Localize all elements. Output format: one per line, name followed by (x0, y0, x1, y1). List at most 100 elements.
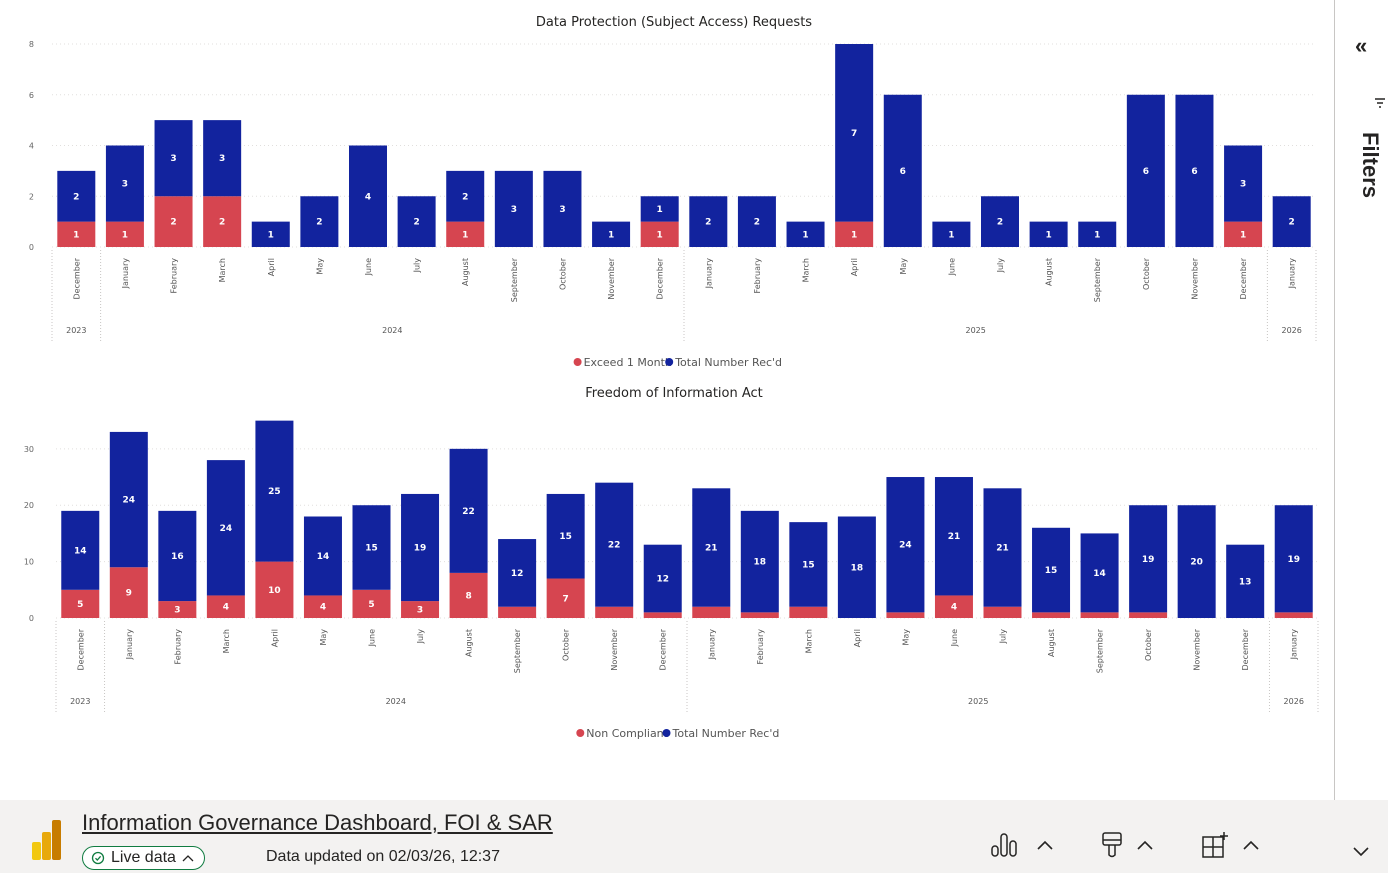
legend-label: Exceed 1 Month (584, 356, 672, 369)
collapse-filters-button[interactable]: « (1355, 33, 1368, 58)
x-tick-label: September (1093, 257, 1102, 302)
x-tick-label: May (315, 258, 324, 275)
data-label: 3 (559, 205, 565, 215)
data-label: 4 (365, 192, 371, 202)
bar-total-received (349, 145, 387, 247)
x-tick-label: May (901, 629, 910, 646)
data-label: 15 (365, 544, 378, 554)
bar-non-compliant (983, 606, 1022, 618)
x-tick-label: December (659, 628, 668, 670)
x-tick-label: July (996, 258, 1005, 274)
x-tick-label: March (802, 258, 811, 282)
x-tick-label: December (76, 628, 85, 670)
year-label: 2024 (382, 326, 402, 335)
filters-label[interactable]: Filters (1358, 132, 1383, 199)
visual-toolbar-button[interactable] (990, 830, 1054, 860)
data-label: 7 (851, 129, 857, 139)
bar-non-compliant (1080, 612, 1119, 618)
bar-total-received (498, 539, 537, 607)
year-label: 2026 (1284, 697, 1304, 706)
data-label: 1 (268, 230, 274, 240)
x-tick-label: December (1239, 257, 1248, 299)
x-tick-label: February (756, 629, 765, 665)
filters-pane: « Filters (1334, 0, 1388, 800)
x-tick-label: November (1193, 628, 1202, 670)
bar-total-received (255, 420, 294, 562)
x-tick-label: June (950, 629, 959, 648)
bar-total-received (251, 221, 290, 247)
bar-non-compliant (886, 612, 925, 618)
chart-title: Freedom of Information Act (585, 386, 763, 401)
x-tick-label: May (899, 258, 908, 275)
sar-chart[interactable]: Data Protection (Subject Access) Request… (0, 0, 1334, 375)
data-label: 1 (948, 230, 954, 240)
chevron-up-icon (182, 855, 194, 862)
legend-marker (576, 729, 585, 737)
bar-total-received (740, 510, 779, 613)
format-toolbar-button[interactable] (1100, 830, 1154, 860)
bar-exceed-1-month (105, 221, 144, 247)
data-label: 21 (948, 532, 961, 542)
data-label: 19 (1287, 555, 1300, 565)
bar-non-compliant (643, 612, 682, 618)
expand-footer-button[interactable] (1352, 836, 1370, 866)
chart-title: Data Protection (Subject Access) Request… (536, 15, 812, 30)
data-label: 1 (462, 230, 468, 240)
y-tick-label: 0 (29, 614, 34, 623)
powerbi-logo-icon (32, 820, 61, 860)
data-label: 1 (657, 205, 663, 215)
bar-exceed-1-month (446, 221, 485, 247)
foi-chart[interactable]: Freedom of Information Act 0 10 20 30 5 14 Dece… (0, 375, 1334, 750)
bar-total-received (592, 221, 631, 247)
x-tick-label: July (999, 629, 1008, 645)
year-label: 2025 (968, 697, 988, 706)
live-data-dropdown[interactable]: Live data (82, 846, 205, 870)
data-label: 1 (802, 230, 808, 240)
data-label: 13 (1239, 577, 1252, 587)
data-label: 3 (511, 205, 517, 215)
bar-total-received (1175, 94, 1214, 247)
data-label: 3 (122, 180, 128, 190)
chevron-up-icon (1137, 840, 1153, 850)
data-label: 1 (1240, 230, 1246, 240)
x-tick-label: June (364, 258, 373, 277)
data-label: 14 (317, 552, 330, 562)
x-tick-label: February (753, 258, 762, 294)
x-tick-label: August (465, 629, 474, 657)
x-tick-label: April (267, 258, 276, 276)
bar-total-received (401, 493, 440, 602)
bar-exceed-1-month (1224, 221, 1263, 247)
data-label: 2 (997, 218, 1003, 228)
bar-non-compliant (1274, 612, 1313, 618)
x-tick-label: July (416, 629, 425, 645)
data-label: 24 (899, 541, 912, 551)
data-label: 12 (656, 575, 669, 585)
year-label: 2024 (386, 697, 406, 706)
year-label: 2023 (70, 697, 90, 706)
report-title-link[interactable]: Information Governance Dashboard, FOI & … (82, 810, 553, 835)
add-visual-toolbar-button[interactable] (1200, 830, 1260, 860)
y-tick-label: 30 (24, 445, 34, 454)
data-label: 19 (414, 544, 427, 554)
bar-non-compliant (303, 595, 342, 618)
bar-non-compliant (1129, 612, 1168, 618)
bar-non-compliant (206, 595, 245, 618)
x-tick-label: October (562, 628, 571, 661)
year-label: 2023 (66, 326, 86, 335)
legend-marker (665, 358, 674, 366)
data-label: 21 (705, 544, 718, 554)
x-tick-label: September (1096, 628, 1105, 673)
bar-non-compliant (61, 589, 100, 618)
x-tick-label: January (704, 258, 713, 290)
bar-total-received (1126, 94, 1165, 247)
bar-non-compliant (1032, 612, 1071, 618)
bar-total-received (789, 522, 828, 607)
bar-total-received (449, 448, 488, 573)
x-tick-label: November (1190, 257, 1199, 299)
bar-total-received (352, 505, 391, 590)
bar-total-received (883, 94, 922, 247)
x-tick-label: October (1142, 257, 1151, 290)
bar-total-received (109, 431, 148, 568)
live-data-label: Live data (111, 849, 176, 866)
x-tick-label: February (173, 629, 182, 665)
